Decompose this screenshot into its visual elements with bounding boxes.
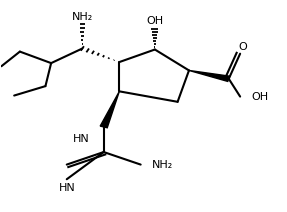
Text: HN: HN xyxy=(73,134,89,144)
Polygon shape xyxy=(100,91,119,128)
Text: OH: OH xyxy=(251,92,269,102)
Text: NH₂: NH₂ xyxy=(72,12,93,22)
Polygon shape xyxy=(189,70,230,81)
Text: NH₂: NH₂ xyxy=(152,160,173,170)
Text: OH: OH xyxy=(146,17,163,26)
Text: HN: HN xyxy=(58,183,75,193)
Text: O: O xyxy=(238,42,247,52)
